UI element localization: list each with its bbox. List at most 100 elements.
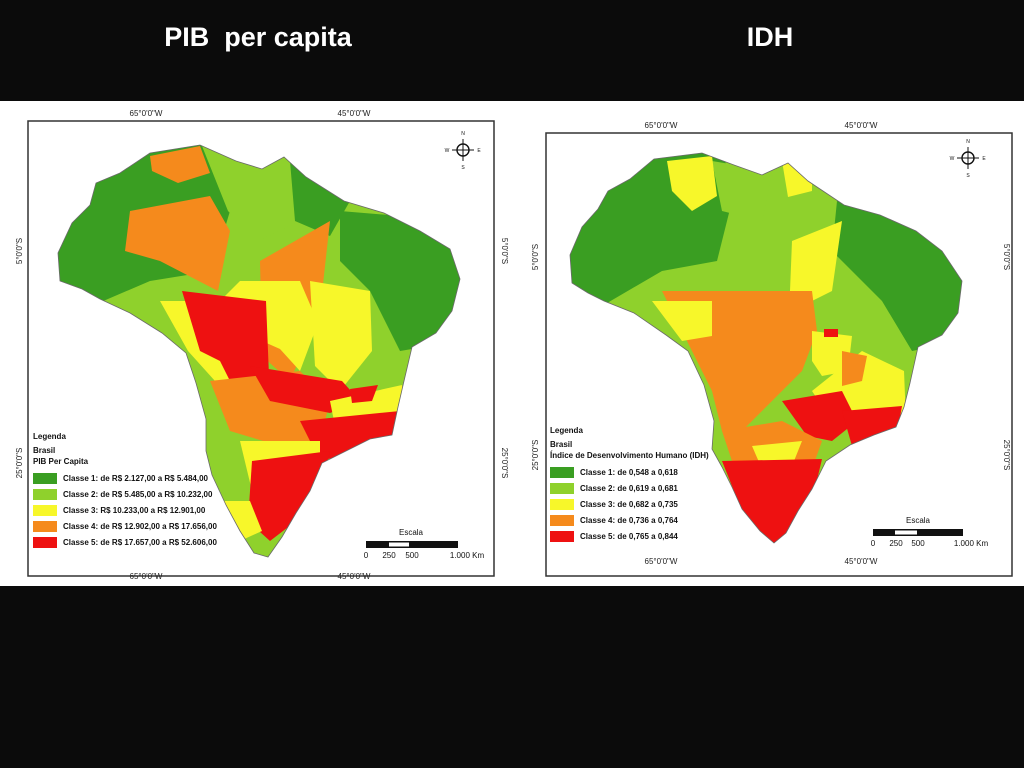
idh-legend: Legenda Brasil Índice de Desenvolvimento… <box>550 425 709 544</box>
legend-label: Classe 4: de 0,736 a 0,764 <box>580 515 678 525</box>
legend-label: Classe 1: de 0,548 a 0,618 <box>580 467 678 477</box>
legend-swatch <box>550 530 574 542</box>
scale-tick: 250 <box>889 539 903 548</box>
legend-row: Classe 4: de 0,736 a 0,764 <box>550 512 709 528</box>
compass-west: W <box>445 148 450 154</box>
brazil-outline <box>569 152 963 544</box>
region-orange-northwest <box>125 196 230 291</box>
legend-swatch <box>33 488 57 500</box>
left-latitude-label: 25°0'0"S <box>531 440 540 471</box>
region-red-sao-paulo <box>300 411 400 461</box>
region-yellow-north <box>667 156 717 211</box>
region-north <box>712 161 772 221</box>
legend-label: Classe 2: de 0,619 a 0,681 <box>580 483 678 493</box>
bottom-longitude-label: 65°0'0"W <box>130 572 163 581</box>
compass-rose-icon: N S E W <box>950 139 987 179</box>
scale-bar-black <box>366 541 458 548</box>
legend-swatch <box>33 520 57 532</box>
right-latitude-label: 5°0'0"S <box>1002 244 1011 270</box>
brazil-outline <box>57 144 461 558</box>
region-northeast <box>340 211 460 351</box>
scale-tick: 0 <box>364 551 369 560</box>
legend-label: Classe 2: de R$ 5.485,00 a R$ 10.232,00 <box>63 489 213 499</box>
legend-swatch <box>33 504 57 516</box>
top-longitude-label: 45°0'0"W <box>338 109 371 118</box>
legend-swatch <box>33 472 57 484</box>
scale-tick: 250 <box>382 551 396 560</box>
region-yellow-bahia <box>310 281 372 391</box>
compass-north: N <box>461 131 465 137</box>
scale-tick: 0 <box>871 539 876 548</box>
bottom-longitude-label: 45°0'0"W <box>338 572 371 581</box>
pib-map-svg: 65°0'0"W 45°0'0"W 65°0'0"W 45°0'0"W 5°0'… <box>15 109 509 581</box>
compass-rose-icon: N S E W <box>445 131 482 171</box>
region-orange-north-tip <box>150 146 210 183</box>
compass-north: N <box>966 139 970 145</box>
legend-swatch <box>550 482 574 494</box>
legend-heading: Legenda <box>550 426 583 435</box>
scale-bar-white <box>895 530 917 535</box>
top-longitude-label: 65°0'0"W <box>130 109 163 118</box>
region-red-vitoria <box>350 385 378 403</box>
compass-south: S <box>966 173 970 179</box>
region-red-brasilia <box>824 329 838 337</box>
right-latitude-label: 25°0'0"S <box>500 448 509 479</box>
left-latitude-label: 5°0'0"S <box>15 238 24 264</box>
region-yellow-tocantins <box>790 221 842 301</box>
legend-row: Classe 5: de 0,765 a 0,844 <box>550 528 709 544</box>
scale-tick: 1.000 Km <box>450 551 485 560</box>
legend-row: Classe 2: de R$ 5.485,00 a R$ 10.232,00 <box>33 486 217 502</box>
legend-row: Classe 3: R$ 10.233,00 a R$ 12.901,00 <box>33 502 217 518</box>
legend-row: Classe 2: de 0,619 a 0,681 <box>550 480 709 496</box>
legend-label: Classe 5: de 0,765 a 0,844 <box>580 531 678 541</box>
scale-bar-white <box>389 542 409 547</box>
legend-variable: PIB Per Capita <box>33 457 89 466</box>
idh-title: IDH <box>746 22 794 52</box>
legend-layer: Brasil <box>550 440 573 449</box>
right-latitude-label: 25°0'0"S <box>1002 440 1011 471</box>
idh-map-panel: 65°0'0"W 45°0'0"W 65°0'0"W 45°0'0"W 5°0'… <box>512 101 1024 586</box>
pib-map-panel: 65°0'0"W 45°0'0"W 65°0'0"W 45°0'0"W 5°0'… <box>0 101 512 586</box>
scale-bar: Escala 0 250 500 1.000 Km <box>871 516 989 548</box>
pib-legend: Legenda Brasil PIB Per Capita Classe 1: … <box>33 431 217 550</box>
legend-label: Classe 3: de 0,682 a 0,735 <box>580 499 678 509</box>
region-orange-minas <box>842 351 867 386</box>
top-longitude-label: 65°0'0"W <box>645 121 678 130</box>
legend-row: Classe 1: de R$ 2.127,00 a R$ 5.484,00 <box>33 470 217 486</box>
bottom-longitude-label: 45°0'0"W <box>845 557 878 566</box>
scale-tick: 500 <box>911 539 925 548</box>
scale-bar: Escala 0 250 500 1.000 Km <box>364 528 485 560</box>
compass-east: E <box>477 148 481 154</box>
legend-row: Classe 4: de R$ 12.902,00 a R$ 17.656,00 <box>33 518 217 534</box>
legend-variable: Índice de Desenvolvimento Humano (IDH) <box>550 451 709 460</box>
left-latitude-label: 5°0'0"S <box>531 244 540 270</box>
legend-row: Classe 3: de 0,682 a 0,735 <box>550 496 709 512</box>
legend-row: Classe 1: de 0,548 a 0,618 <box>550 464 709 480</box>
legend-swatch <box>550 498 574 510</box>
legend-swatch <box>550 466 574 478</box>
compass-south: S <box>461 165 465 171</box>
legend-heading: Legenda <box>33 432 66 441</box>
legend-swatch <box>550 514 574 526</box>
scale-title: Escala <box>399 528 424 537</box>
legend-label: Classe 3: R$ 10.233,00 a R$ 12.901,00 <box>63 505 206 515</box>
region-red-mato-grosso <box>182 291 270 401</box>
legend-label: Classe 4: de R$ 12.902,00 a R$ 17.656,00 <box>63 521 217 531</box>
region-north-east-of-north <box>290 161 350 236</box>
region-red-south <box>248 451 330 541</box>
scale-bar-black <box>873 529 963 536</box>
legend-label: Classe 1: de R$ 2.127,00 a R$ 5.484,00 <box>63 473 208 483</box>
region-yellow-far-south <box>220 501 262 541</box>
left-latitude-label: 25°0'0"S <box>15 448 24 479</box>
region-red-sao-paulo <box>782 391 857 441</box>
idh-map-svg: 65°0'0"W 45°0'0"W 65°0'0"W 45°0'0"W 5°0'… <box>531 121 1013 577</box>
top-longitude-label: 45°0'0"W <box>845 121 878 130</box>
bottom-longitude-label: 65°0'0"W <box>645 557 678 566</box>
compass-west: W <box>950 156 955 162</box>
scale-tick: 1.000 Km <box>954 539 989 548</box>
scale-tick: 500 <box>405 551 419 560</box>
region-red-south <box>722 459 822 543</box>
pib-title: PIB per capita <box>164 22 352 52</box>
compass-east: E <box>982 156 986 162</box>
legend-swatch <box>33 536 57 548</box>
